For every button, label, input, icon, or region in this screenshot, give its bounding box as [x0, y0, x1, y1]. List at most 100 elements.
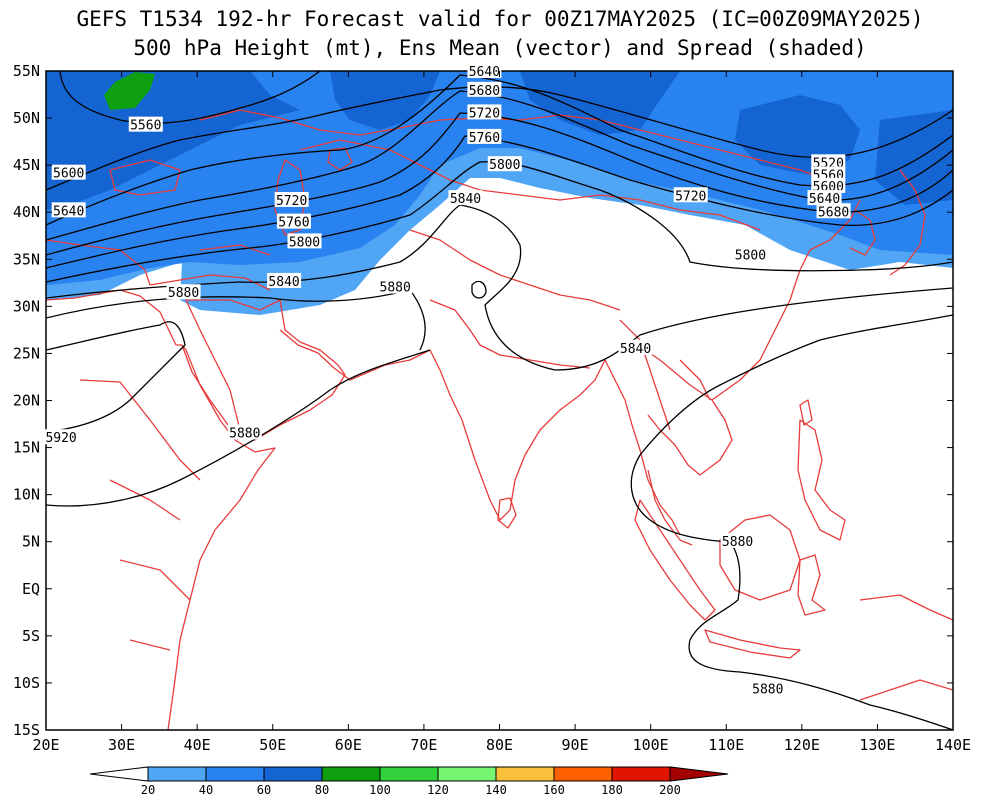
- lat-tick-label: 5N: [22, 533, 40, 551]
- borneo: [719, 514, 801, 601]
- spread-shading: [46, 71, 953, 315]
- contour-label: 5720: [276, 194, 307, 209]
- contour-label-box: [467, 128, 502, 144]
- lat-tick-label: 50N: [13, 109, 40, 127]
- mongolia-border: [519, 114, 841, 186]
- lon-tick-label: 20E: [32, 736, 59, 754]
- contour-label: 5880: [722, 535, 753, 550]
- contour-label-box: [448, 190, 483, 206]
- colorbar-level-label: 20: [141, 783, 155, 797]
- contour-label-box: [51, 202, 86, 218]
- contour-label: 5840: [620, 342, 651, 357]
- russia-border: [199, 109, 521, 136]
- longitude-labels: 20E 30E 40E 50E 60E 70E 80E 90E 100E 110E 120E 130E…: [32, 736, 971, 754]
- lon-tick-label: 140E: [935, 736, 971, 754]
- contour-label-box: [467, 81, 502, 97]
- sumatra: [634, 499, 716, 621]
- lon-tick-label: 50E: [259, 736, 286, 754]
- contour-5880-east: [630, 314, 953, 730]
- contour-5800: [46, 161, 953, 283]
- australia-north: [859, 679, 953, 701]
- korea-peninsula: [849, 209, 876, 256]
- contour-label-box: [811, 166, 846, 182]
- lat-tick-label: 35N: [13, 250, 40, 268]
- java: [704, 629, 801, 659]
- black-sea: [109, 159, 181, 196]
- taiwan: [799, 399, 813, 426]
- colorbar-arrow-low: [89, 766, 149, 782]
- contour-label-box: [807, 190, 842, 206]
- contour-label-box: [267, 272, 302, 288]
- latitude-labels: 55N 50N 45N 40N 35N 30N 25N 20N 15N 10N 5N EQ 5S 10S 1…: [13, 62, 40, 739]
- lon-tick-label: 60E: [335, 736, 362, 754]
- sri-lanka: [497, 497, 517, 529]
- contour-label: 5800: [489, 158, 520, 173]
- lat-tick-label: 10N: [13, 486, 40, 504]
- contour-label-box: [44, 429, 79, 445]
- contour-labels: 5640 5680 5720 5760 5800 5560 5600 5640 5720 5760…: [44, 63, 851, 698]
- lat-tick-label: 20N: [13, 392, 40, 410]
- contour-label: 5720: [469, 106, 500, 121]
- contour-label-box: [51, 164, 86, 180]
- colorbar-level-label: 140: [485, 783, 507, 797]
- contour-label: 5720: [675, 189, 706, 204]
- contour-5640: [46, 74, 953, 226]
- lat-tick-label: 15S: [13, 721, 40, 739]
- lon-tick-label: 30E: [108, 736, 135, 754]
- contour-label: 5640: [53, 204, 84, 219]
- lon-tick-label: 90E: [562, 736, 589, 754]
- contour-label-box: [467, 104, 502, 120]
- colorbar-segment: [263, 766, 323, 782]
- spread-colorbar: 20 40 60 80 100 120 140 160 180 200: [89, 766, 729, 797]
- lon-tick-label: 110E: [708, 736, 744, 754]
- contour-label-box: [274, 191, 309, 207]
- lon-tick-label: 80E: [486, 736, 513, 754]
- contour-label-box: [618, 339, 653, 355]
- japan-islands: [889, 169, 926, 276]
- sulawesi: [797, 554, 826, 616]
- colorbar-level-label: 200: [659, 783, 681, 797]
- lat-tick-label: 15N: [13, 439, 40, 457]
- lon-tick-label: 130E: [859, 736, 895, 754]
- contour-label: 5680: [818, 205, 849, 220]
- spread-60-80-region: [875, 110, 953, 205]
- contour-label-box: [467, 63, 502, 78]
- colorbar-arrow-high: [669, 766, 729, 782]
- colorbar-segment: [321, 766, 381, 782]
- contour-label: 5840: [450, 192, 481, 207]
- contour-label: 5920: [45, 431, 76, 446]
- lat-tick-label: 5S: [22, 627, 40, 645]
- himalaya-border: [409, 229, 621, 311]
- africa-coastline: [46, 289, 276, 730]
- contour-label-box: [128, 116, 163, 132]
- lon-tick-label: 120E: [784, 736, 820, 754]
- lat-tick-label: 30N: [13, 297, 40, 315]
- lon-tick-label: 40E: [184, 736, 211, 754]
- contour-5880-south: [46, 321, 431, 507]
- colorbar-segment: [205, 766, 265, 782]
- contour-label-box: [673, 187, 708, 203]
- colorbar-level-label: 120: [427, 783, 449, 797]
- lat-tick-label: 25N: [13, 344, 40, 362]
- lat-tick-label: 55N: [13, 62, 40, 80]
- contour-5880-north: [46, 289, 426, 351]
- contour-label: 5880: [380, 281, 411, 296]
- contour-label: 5880: [168, 286, 199, 301]
- contour-label-box: [750, 680, 785, 696]
- contour-label: 5680: [469, 84, 500, 99]
- contour-label-box: [487, 156, 522, 172]
- axis-ticks: [45, 70, 954, 731]
- lat-tick-label: EQ: [22, 580, 40, 598]
- contour-label: 5800: [289, 235, 320, 250]
- contour-label: 5760: [278, 216, 309, 231]
- bay-of-bengal-east: [604, 359, 681, 536]
- spread-80-100-region: [104, 72, 155, 110]
- central-asia-borders: [299, 139, 761, 231]
- contour-label: 5760: [469, 131, 500, 146]
- new-guinea: [859, 594, 953, 621]
- colorbar-segment: [495, 766, 555, 782]
- spread-60-80-region: [520, 71, 680, 135]
- persian-gulf: [279, 329, 431, 381]
- colorbar-segment: [437, 766, 497, 782]
